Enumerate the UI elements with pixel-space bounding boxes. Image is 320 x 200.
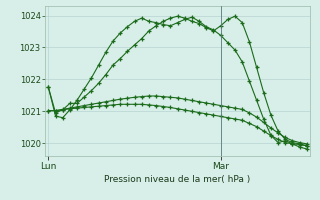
X-axis label: Pression niveau de la mer( hPa ): Pression niveau de la mer( hPa ) — [104, 175, 251, 184]
